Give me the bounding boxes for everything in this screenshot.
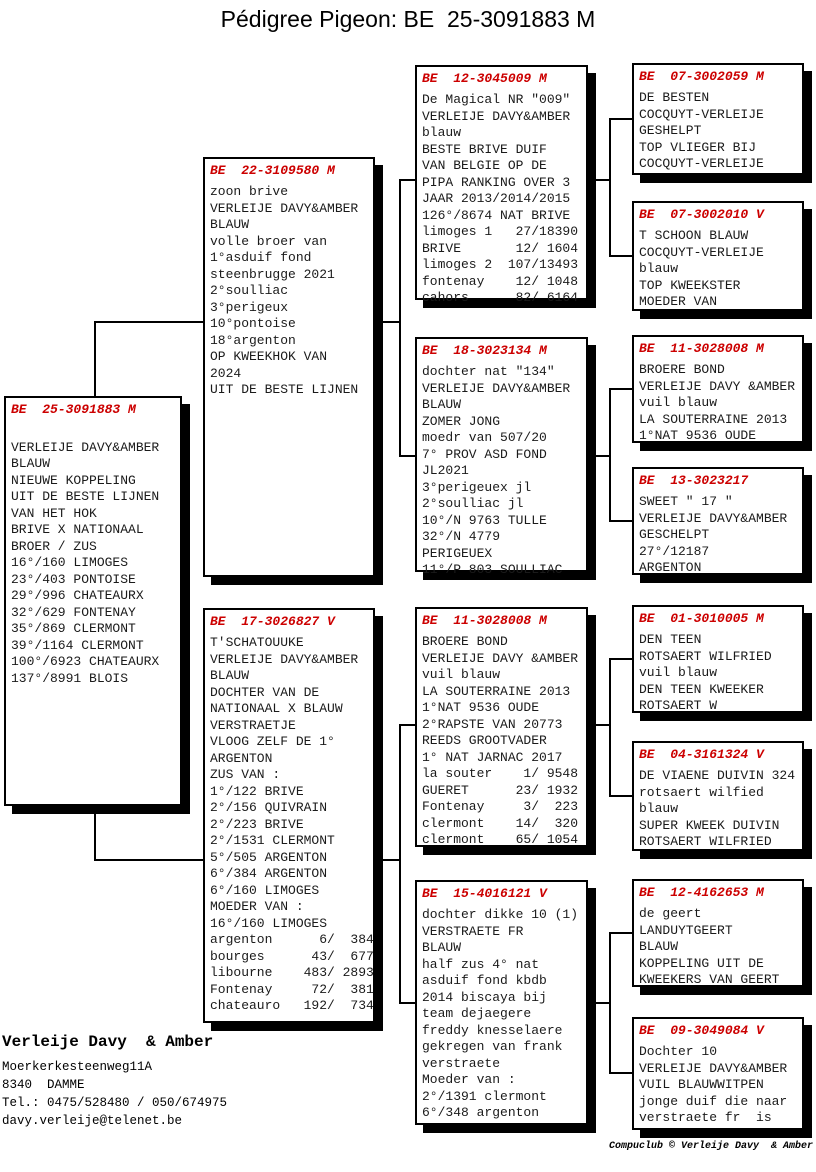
ring-number: BE 12-4162653 M	[639, 885, 764, 900]
connector-line	[609, 388, 611, 522]
pedigree-box-grandparent-4: BE 15-4016121 V dochter dikke 10 (1) VER…	[415, 880, 588, 1125]
connector-line	[375, 859, 401, 861]
ring-number: BE 09-3049084 V	[639, 1023, 764, 1038]
connector-line	[609, 118, 611, 257]
connector-line	[609, 932, 611, 1074]
connector-line	[609, 388, 633, 390]
ring-number: BE 11-3028008 M	[639, 341, 764, 356]
pigeon-details: dochter nat "134" VERLEIJE DAVY&AMBER BL…	[422, 364, 571, 577]
ring-number: BE 25-3091883 M	[11, 402, 136, 417]
connector-line	[609, 658, 633, 660]
connector-line	[94, 859, 205, 861]
owner-block: Verleije Davy & Amber Moerkerkesteenweg1…	[2, 1032, 227, 1130]
pigeon-details: T SCHOON BLAUW COCQUYT-VERLEIJE blauw TO…	[639, 228, 764, 309]
pigeon-details: BROERE BOND VERLEIJE DAVY &AMBER vuil bl…	[639, 362, 796, 443]
ring-number: BE 04-3161324 V	[639, 747, 764, 762]
ring-number: BE 17-3026827 V	[210, 614, 335, 629]
pigeon-details: Dochter 10 VERLEIJE DAVY&AMBER VUIL BLAU…	[639, 1044, 788, 1125]
connector-line	[609, 932, 633, 934]
connector-line	[588, 179, 611, 181]
pedigree-box-grandparent-2: BE 18-3023134 M dochter nat "134" VERLEI…	[415, 337, 588, 577]
ring-number: BE 22-3109580 M	[210, 163, 335, 178]
ring-number: BE 13-3023217	[639, 473, 749, 488]
connector-line	[588, 1002, 611, 1004]
pedigree-box-great-grandparent-7: BE 12-4162653 M de geert LANDUYTGEERT BL…	[632, 879, 804, 987]
connector-line	[609, 520, 633, 522]
owner-phone: Tel.: 0475/528480 / 050/674975	[2, 1096, 228, 1110]
pedigree-box-great-grandparent-2: BE 07-3002010 V T SCHOON BLAUW COCQUYT-V…	[632, 201, 804, 311]
connector-line	[609, 795, 633, 797]
ring-number: BE 15-4016121 V	[422, 886, 547, 901]
connector-line	[588, 724, 611, 726]
pedigree-box-great-grandparent-6: BE 04-3161324 V DE VIAENE DUIVIN 324 rot…	[632, 741, 804, 851]
pigeon-details: VERLEIJE DAVY&AMBER BLAUW NIEUWE KOPPELI…	[11, 439, 160, 686]
ring-number: BE 11-3028008 M	[422, 613, 547, 628]
pedigree-box-sire: BE 22-3109580 M zoon brive VERLEIJE DAVY…	[203, 157, 375, 577]
pigeon-details: T'SCHATOUUKE VERLEIJE DAVY&AMBER BLAUW D…	[210, 635, 374, 1013]
pedigree-box-great-grandparent-4: BE 13-3023217 SWEET " 17 " VERLEIJE DAVY…	[632, 467, 804, 575]
connector-line	[399, 179, 417, 181]
connector-line	[399, 455, 417, 457]
ring-number: BE 18-3023134 M	[422, 343, 547, 358]
connector-line	[94, 321, 96, 398]
ring-number: BE 07-3002059 M	[639, 69, 764, 84]
connector-line	[609, 118, 633, 120]
connector-line	[399, 179, 401, 457]
connector-line	[399, 724, 417, 726]
pigeon-details: zoon brive VERLEIJE DAVY&AMBER BLAUW vol…	[210, 184, 359, 397]
ring-number: BE 01-3010005 M	[639, 611, 764, 626]
pedigree-box-subject: BE 25-3091883 M VERLEIJE DAVY&AMBER BLAU…	[4, 396, 182, 806]
pedigree-box-great-grandparent-5: BE 01-3010005 M DEN TEEN ROTSAERT WILFRI…	[632, 605, 804, 713]
connector-line	[609, 1072, 633, 1074]
connector-line	[609, 658, 611, 797]
pigeon-details: De Magical NR "009" VERLEIJE DAVY&AMBER …	[422, 92, 579, 305]
pedigree-box-dam: BE 17-3026827 V T'SCHATOUUKE VERLEIJE DA…	[203, 608, 375, 1023]
ring-number: BE 07-3002010 V	[639, 207, 764, 222]
connector-line	[588, 455, 611, 457]
pedigree-box-great-grandparent-3: BE 11-3028008 M BROERE BOND VERLEIJE DAV…	[632, 335, 804, 443]
owner-address-line1: Moerkerkesteenweg11A	[2, 1060, 153, 1074]
owner-name: Verleije Davy & Amber	[2, 1033, 214, 1051]
pedigree-box-grandparent-3: BE 11-3028008 M BROERE BOND VERLEIJE DAV…	[415, 607, 588, 847]
owner-address-line2: 8340 DAMME	[2, 1078, 85, 1092]
ring-number: BE 12-3045009 M	[422, 71, 547, 86]
page-title: Pédigree Pigeon: BE 25-3091883 M	[220, 6, 596, 32]
pigeon-details: SWEET " 17 " VERLEIJE DAVY&AMBER GESCHEL…	[639, 494, 788, 575]
pigeon-details: DE BESTEN COCQUYT-VERLEIJE GESHELPT TOP …	[639, 90, 764, 171]
pigeon-details: DEN TEEN ROTSAERT WILFRIED vuil blauw DE…	[639, 632, 772, 713]
pedigree-box-great-grandparent-1: BE 07-3002059 M DE BESTEN COCQUYT-VERLEI…	[632, 63, 804, 175]
pigeon-details: BROERE BOND VERLEIJE DAVY &AMBER vuil bl…	[422, 634, 579, 847]
connector-line	[94, 804, 96, 861]
pedigree-box-great-grandparent-8: BE 09-3049084 V Dochter 10 VERLEIJE DAVY…	[632, 1017, 804, 1130]
pigeon-details: dochter dikke 10 (1) VERSTRAETE FR BLAUW…	[422, 907, 579, 1120]
connector-line	[609, 255, 633, 257]
connector-line	[399, 1002, 417, 1004]
pedigree-box-grandparent-1: BE 12-3045009 M De Magical NR "009" VERL…	[415, 65, 588, 305]
pigeon-details: DE VIAENE DUIVIN 324 rotsaert wilfied bl…	[639, 768, 796, 849]
footer-credit: Compuclub © Verleije Davy & Amber	[608, 1141, 813, 1152]
owner-email: davy.verleije@telenet.be	[2, 1114, 183, 1128]
connector-line	[94, 321, 205, 323]
connector-line	[399, 724, 401, 1004]
pigeon-details: de geert LANDUYTGEERT BLAUW KOPPELING UI…	[639, 906, 780, 987]
connector-line	[375, 321, 401, 323]
